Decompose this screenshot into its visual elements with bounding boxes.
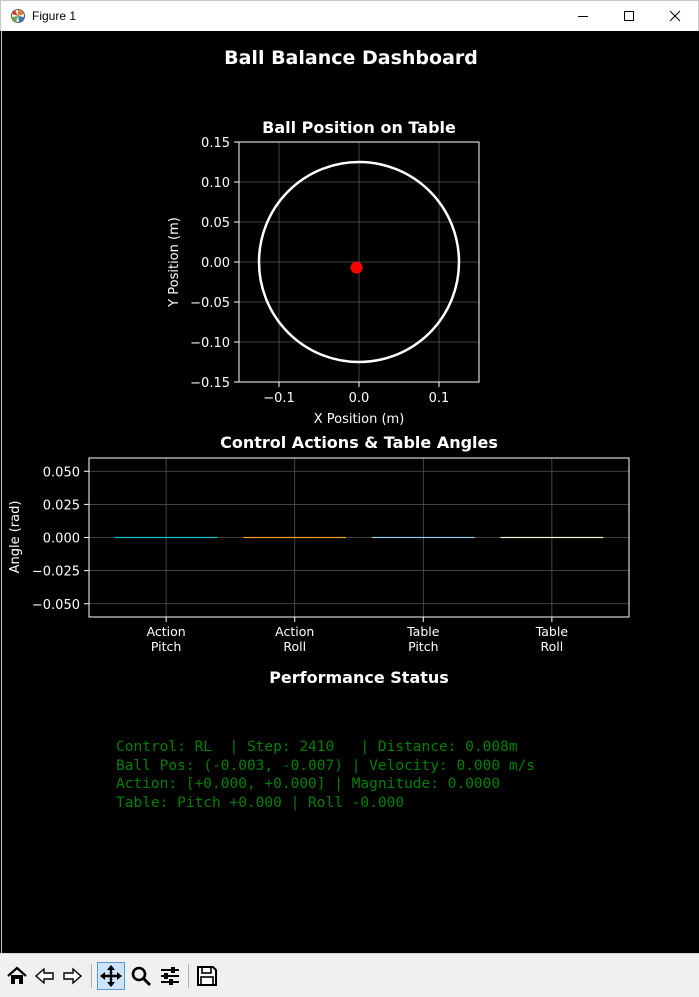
forward-icon [63,967,83,985]
navigation-toolbar [0,953,699,997]
ball-position-ytick-label: −0.10 [190,336,230,351]
home-icon [7,966,27,984]
status-line-ball-pos: Ball Pos: (-0.003, -0.007) | Velocity: 0… [116,758,535,774]
status-line-table: Table: Pitch +0.000 | Roll -0.000 [116,795,404,811]
ball-position-title: Ball Position on Table [262,118,456,137]
control-actions-ylabel: Angle (rad) [8,501,23,574]
window-title: Figure 1 [32,9,77,23]
close-button[interactable] [652,1,698,31]
control-actions-xtick-label-line1: Action [275,624,314,639]
control-actions-xtick-label-line1: Table [406,624,440,639]
minimize-icon [578,16,588,17]
ball-position-xlabel: X Position (m) [314,412,405,427]
ball-position-xticks: −0.1 0.0 0.1 [263,382,449,406]
control-actions-bar [500,536,604,539]
control-actions-xtick-label-line2: Roll [283,639,306,654]
ball-position-grid [239,142,479,382]
control-actions-ytick-label: −0.025 [32,565,80,580]
close-icon [669,10,681,22]
ball-position-xtick-label: 0.1 [429,391,450,406]
ball-position-xtick-label: 0.0 [349,391,370,406]
control-actions-ytick-label: 0.000 [43,532,80,547]
control-actions-title: Control Actions & Table Angles [220,433,498,452]
ball-position-xtick-label: −0.1 [263,391,295,406]
window-titlebar: Figure 1 [0,0,699,31]
save-button[interactable] [193,962,221,990]
ball-marker [350,261,363,274]
toolbar-separator [91,964,92,988]
control-actions-bars [114,536,604,539]
control-actions-bar [371,536,475,539]
table-boundary-circle [257,160,461,364]
maximize-button[interactable] [606,1,652,31]
back-button[interactable] [31,962,59,990]
control-actions-xtick-label-line1: Table [535,624,569,639]
toolbar-separator [188,964,189,988]
control-actions-ytick-label: −0.050 [32,598,80,613]
back-icon [34,967,54,985]
maximize-icon [624,11,634,21]
configure-icon [161,967,179,985]
ball-position-axes: Ball Position on Table −0.1 0.0 0.1 0.150.… [167,118,480,427]
control-actions-bar [243,536,347,539]
ball-position-ytick-label: 0.15 [201,136,230,151]
ball-position-ytick-label: 0.00 [201,256,230,271]
control-actions-bar [114,536,218,539]
ball-position-ylabel: Y Position (m) [167,217,182,308]
ball-position-ytick-label: 0.10 [201,176,230,191]
home-button[interactable] [3,962,31,990]
control-actions-xtick-label-line2: Pitch [408,639,438,654]
control-actions-xtick-label-line1: Action [147,624,186,639]
configure-button[interactable] [156,962,184,990]
save-icon [197,966,217,986]
figure-suptitle: Ball Balance Dashboard [224,47,478,69]
forward-button[interactable] [58,962,86,990]
performance-status: Performance Status Control: RL | Step: 2… [116,668,535,811]
ball-position-ytick-label: −0.15 [190,376,230,391]
control-actions-yticks: 0.050 0.025 0.000 −0.025 −0.050 [32,465,89,613]
ball-position-ytick-label: 0.05 [201,216,230,231]
control-actions-axes: Control Actions & Table Angles 0.050 0.02… [8,433,630,654]
pan-button[interactable] [97,962,125,990]
minimize-button[interactable] [560,1,606,31]
status-line-control: Control: RL | Step: 2410 | Distance: 0.0… [116,739,518,755]
control-actions-xtick-label-line2: Pitch [151,639,181,654]
performance-status-title: Performance Status [269,668,449,687]
ball-position-yticks: 0.15 0.10 0.05 0.00 −0.05 −0.10 −0.15 [190,136,239,391]
matplotlib-icon [11,9,25,23]
pan-icon [100,965,122,987]
status-line-action: Action: [+0.000, +0.000] | Magnitude: 0.… [116,776,500,792]
zoom-button[interactable] [127,962,155,990]
ball-position-ytick-label: −0.05 [190,296,230,311]
control-actions-ytick-label: 0.050 [43,465,80,480]
control-actions-xtick-label-line2: Roll [540,639,563,654]
zoom-icon [131,966,152,987]
control-actions-ytick-label: 0.025 [43,498,80,513]
figure-canvas[interactable]: Ball Balance Dashboard Ball Position on … [1,31,699,953]
